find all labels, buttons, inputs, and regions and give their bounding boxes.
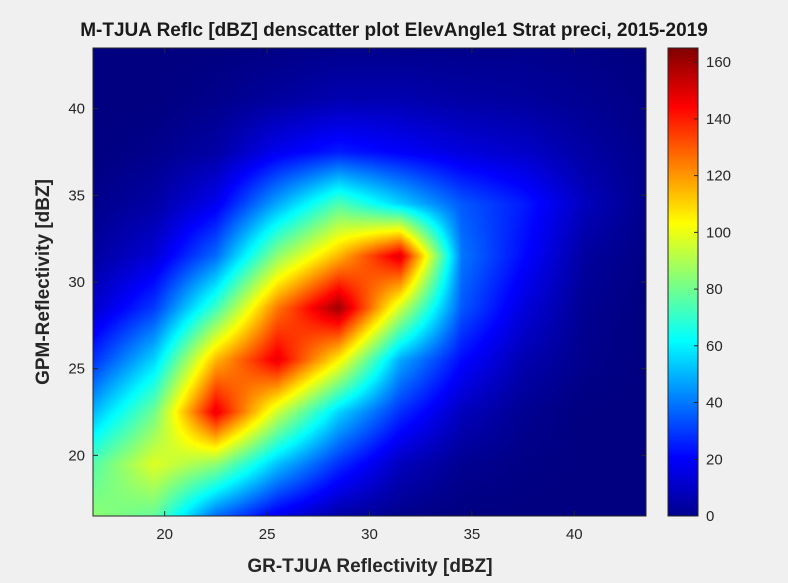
y-tick-label: 40: [68, 101, 85, 118]
x-tick-label: 35: [464, 526, 481, 543]
density-heatmap: [93, 48, 646, 516]
colorbar-tick-label: 60: [706, 338, 723, 355]
x-axis-ticks: 20 25 30 35 40: [156, 48, 583, 543]
colorbar-ticks: 0 20 40 60 80 100 120 140 160: [694, 54, 731, 525]
y-axis-ticks: 20 25 30 35 40: [68, 101, 646, 464]
colorbar-tick-label: 0: [706, 508, 714, 525]
colorbar-tick-label: 100: [706, 224, 731, 241]
y-tick-label: 35: [68, 187, 85, 204]
colorbar-tick-label: 80: [706, 281, 723, 298]
colorbar-tick-label: 140: [706, 111, 731, 128]
chart-title: M-TJUA Reflc [dBZ] denscatter plot ElevA…: [80, 20, 708, 41]
x-tick-label: 30: [361, 526, 378, 543]
colorbar-tick-label: 40: [706, 395, 723, 412]
colorbar-tick-label: 20: [706, 451, 723, 468]
x-tick-label: 40: [566, 526, 583, 543]
x-tick-label: 25: [259, 526, 276, 543]
y-tick-label: 30: [68, 274, 85, 291]
colorbar-tick-label: 160: [706, 54, 731, 71]
x-axis-label: GR-TJUA Reflectivity [dBZ]: [247, 556, 492, 577]
y-tick-label: 25: [68, 361, 85, 378]
colorbar-gradient: [667, 47, 699, 517]
colorbar-tick-label: 120: [706, 168, 731, 185]
y-axis-label: GPM-Reflectivity [dBZ]: [33, 179, 54, 385]
y-tick-label: 20: [68, 447, 85, 464]
heatmap-plot-area: [92, 47, 647, 517]
colorbar: 0 20 40 60 80 100 120 140 160: [667, 47, 731, 525]
x-tick-label: 20: [156, 526, 173, 543]
